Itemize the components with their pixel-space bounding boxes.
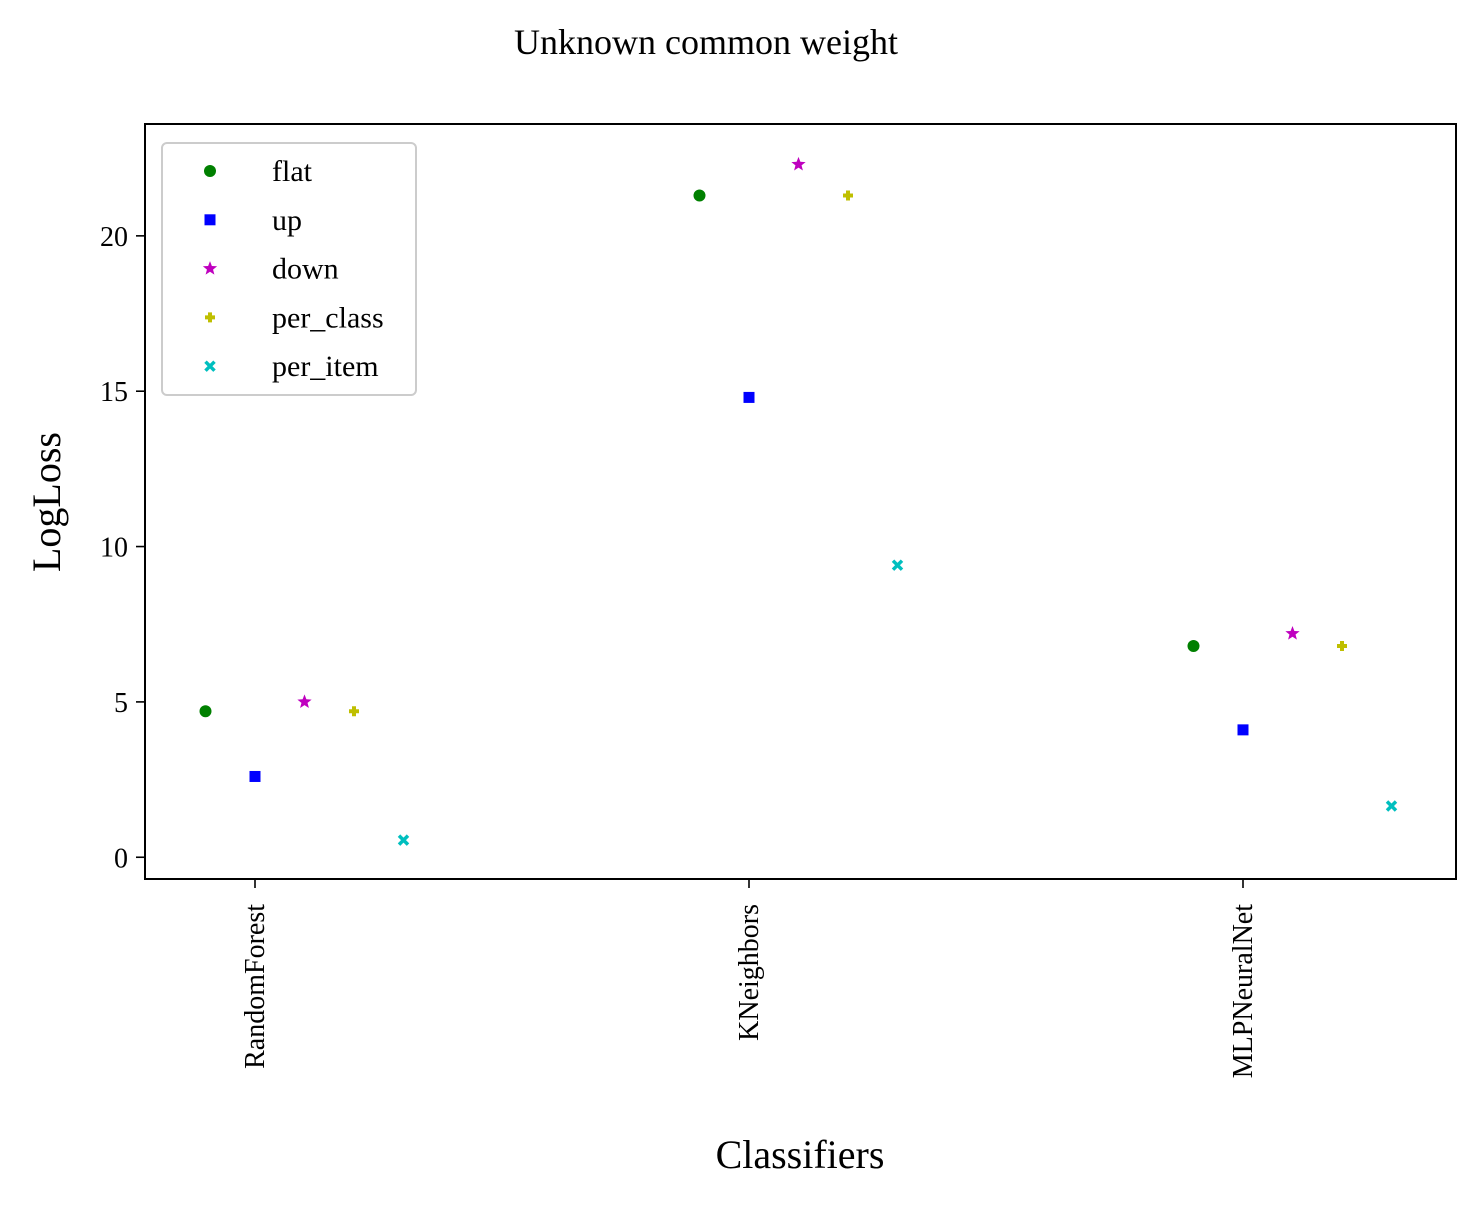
legend-marker-down [202, 261, 218, 275]
x-tick-label: RandomForest [240, 904, 271, 1069]
point-flat [1187, 639, 1200, 652]
point-per_item [891, 559, 904, 571]
plot-frame [144, 123, 1457, 880]
point-down [297, 694, 312, 708]
point-per_item [397, 834, 410, 846]
data-points [199, 156, 1398, 846]
point-up [743, 391, 755, 403]
point-down [791, 156, 806, 171]
point-per_class [349, 706, 359, 717]
chart-title: Unknown common weight [514, 22, 898, 62]
y-tick-label: 15 [100, 377, 128, 408]
y-tick-label: 5 [114, 688, 128, 719]
x-axis: RandomForest KNeighbors MLPNeuralNet [240, 879, 1259, 1078]
point-down [1285, 626, 1300, 640]
legend-label: down [272, 253, 339, 286]
x-axis-label: Classifiers [716, 1132, 885, 1177]
legend-box [161, 142, 417, 396]
legend: flat up down per_class per_item [161, 142, 417, 396]
legend-label: up [272, 204, 302, 237]
point-per_class [843, 190, 853, 201]
legend-label: flat [272, 155, 313, 188]
legend-marker-per_item [204, 360, 216, 372]
legend-label: per_class [272, 301, 384, 334]
point-up [1237, 724, 1249, 736]
y-tick-label: 20 [100, 222, 128, 253]
legend-marker-flat [204, 165, 216, 177]
x-tick-label: MLPNeuralNet [1228, 904, 1259, 1078]
y-tick-label: 10 [100, 533, 128, 564]
point-flat [199, 705, 212, 718]
point-per_item [1385, 800, 1398, 812]
y-axis: 0 5 10 15 20 [100, 222, 145, 874]
x-tick-label: KNeighbors [734, 904, 765, 1041]
y-axis-label: LogLoss [24, 432, 69, 572]
legend-marker-per_class [205, 312, 215, 323]
point-flat [693, 189, 706, 202]
point-up [249, 770, 261, 782]
point-per_class [1337, 640, 1347, 651]
y-tick-label: 0 [114, 843, 128, 874]
legend-label: per_item [272, 350, 379, 383]
legend-marker-up [204, 214, 216, 226]
